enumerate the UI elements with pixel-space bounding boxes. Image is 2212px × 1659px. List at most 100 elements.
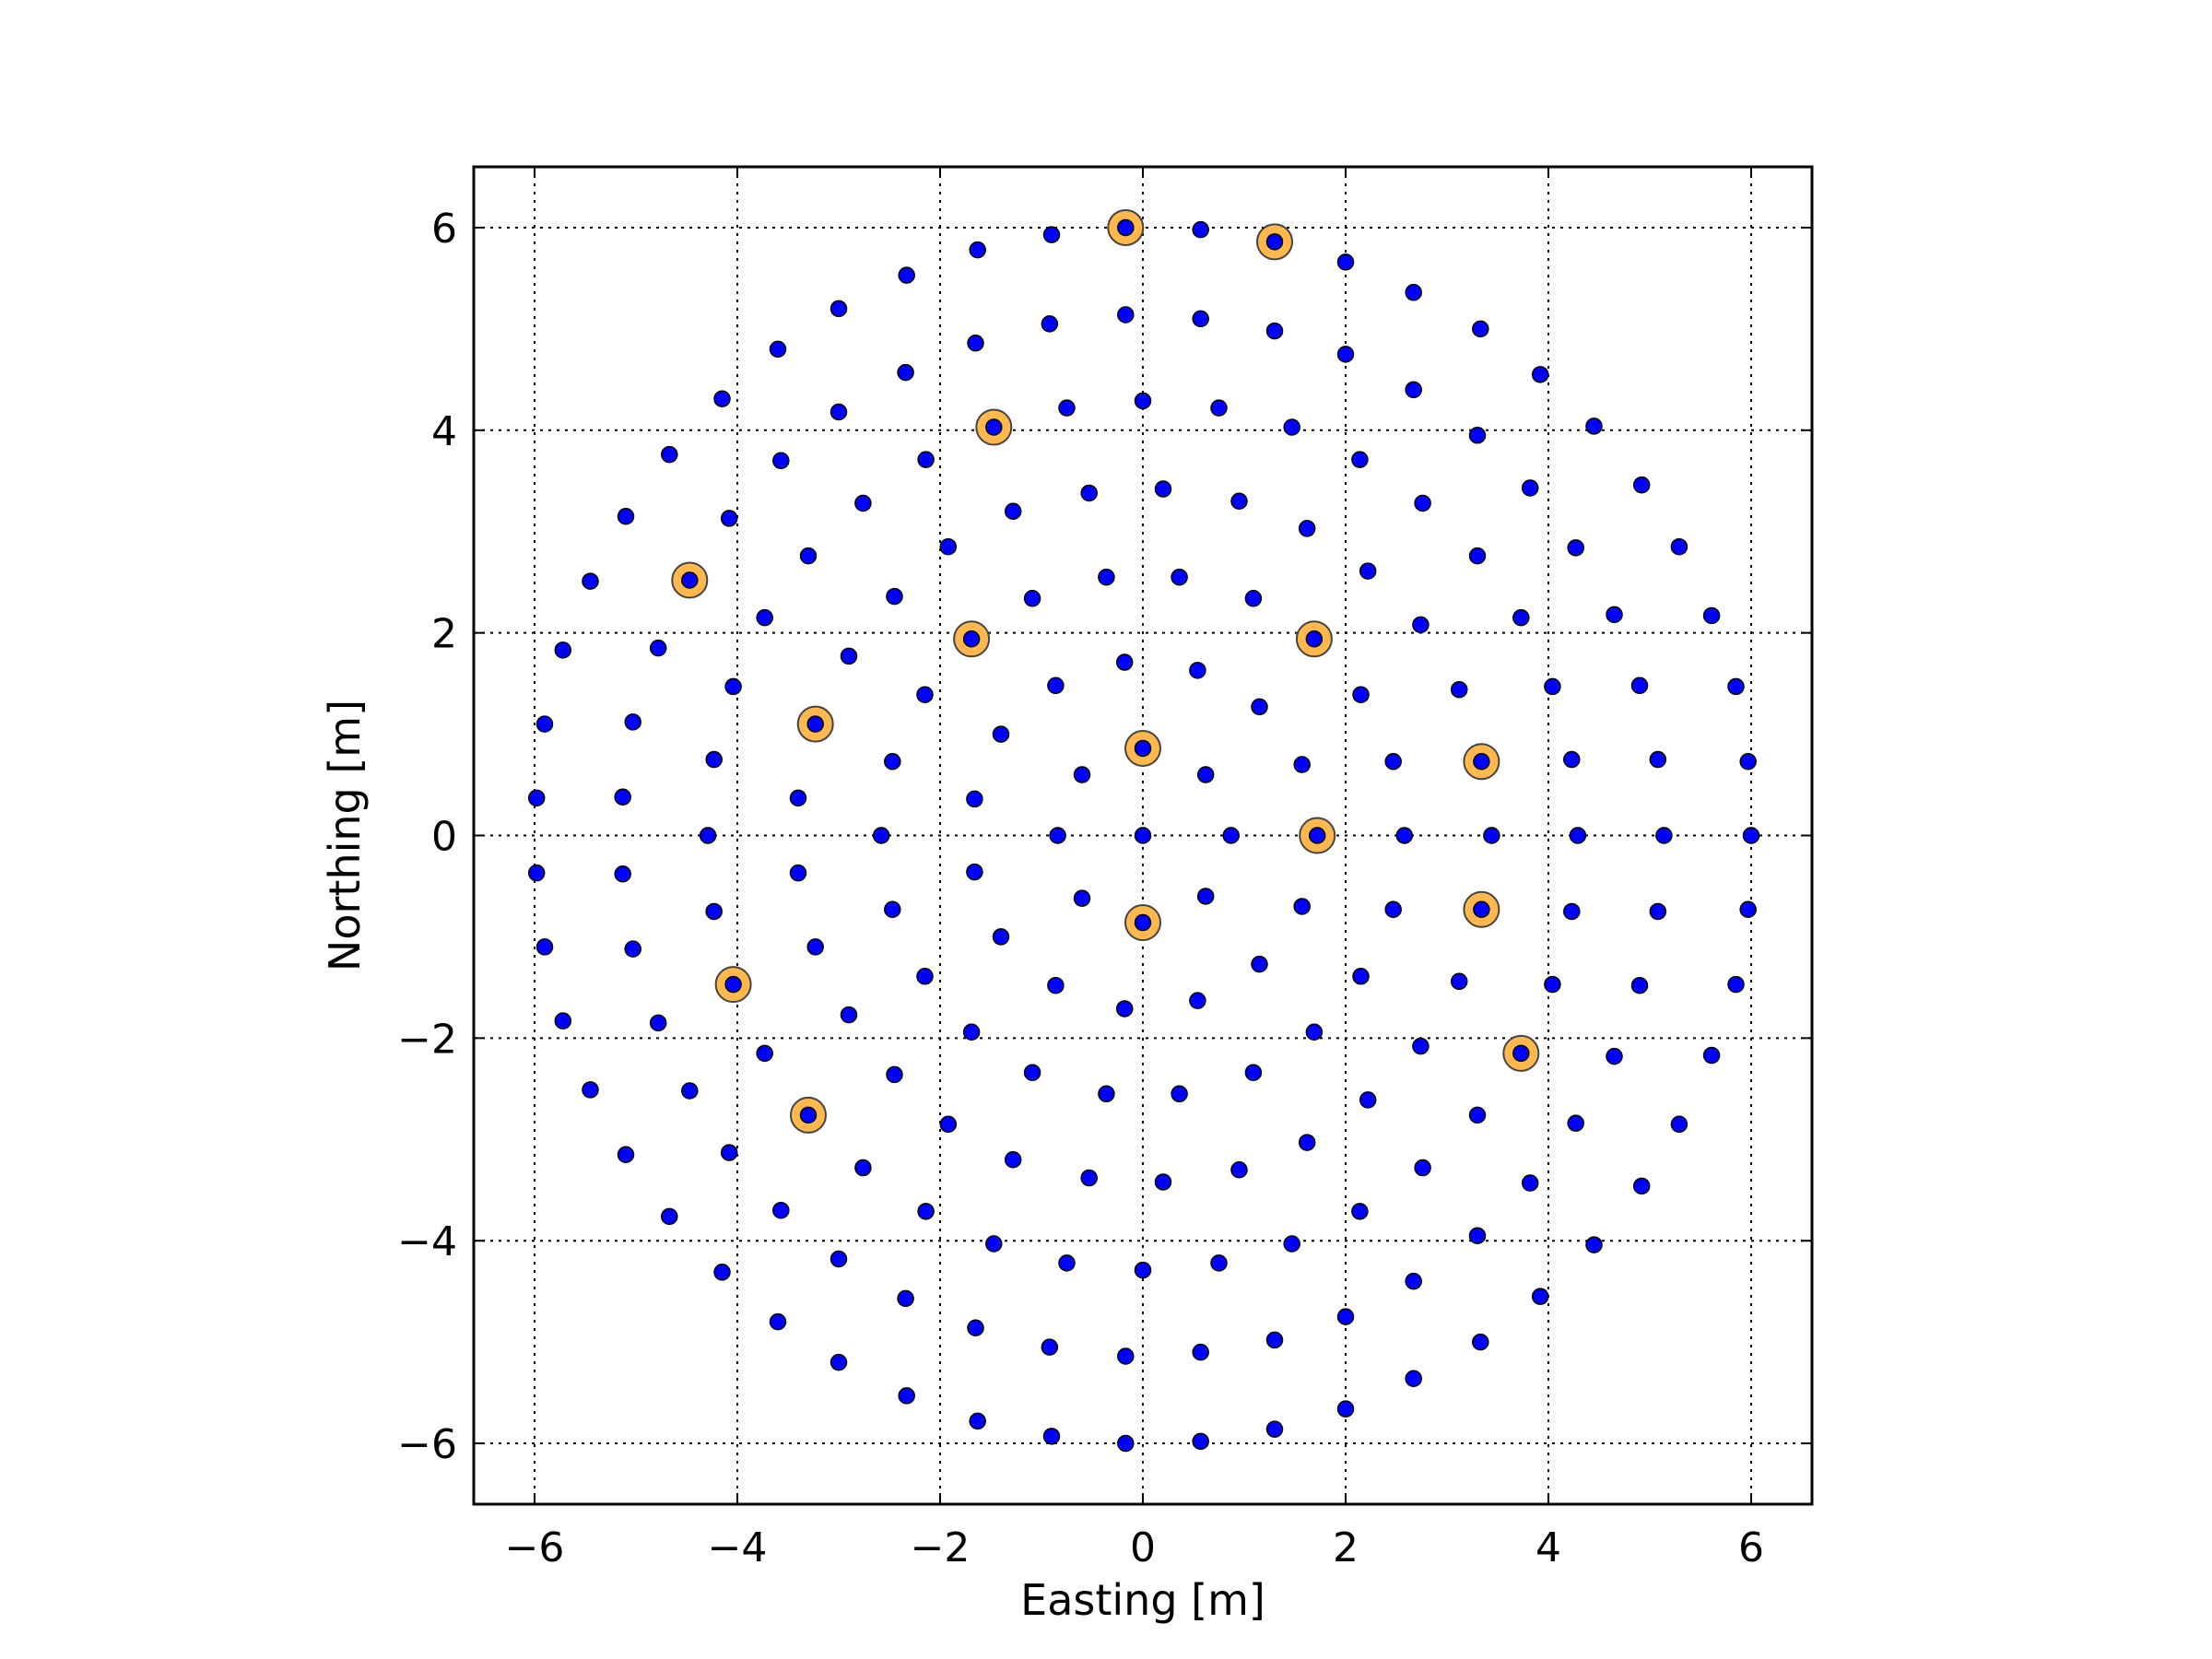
antenna-point xyxy=(1544,677,1561,696)
antenna-point xyxy=(840,647,858,665)
antenna-point xyxy=(1531,366,1549,383)
y-tick-label: 0 xyxy=(431,814,457,861)
antenna-point xyxy=(1117,218,1135,237)
antenna-point xyxy=(1563,750,1581,769)
antenna-point xyxy=(1222,827,1240,844)
antenna-point xyxy=(1468,1106,1487,1124)
antenna-point xyxy=(1298,520,1316,537)
antenna-point xyxy=(681,1082,699,1100)
antenna-point xyxy=(1606,606,1623,624)
antenna-point xyxy=(1384,753,1402,771)
antenna-point xyxy=(898,1387,915,1405)
antenna-point xyxy=(1244,590,1263,607)
antenna-point xyxy=(1196,888,1215,905)
antenna-point xyxy=(830,1353,848,1371)
antenna-point xyxy=(705,750,723,769)
antenna-point xyxy=(649,639,667,657)
x-tick-label: −2 xyxy=(911,1524,971,1571)
antenna-point xyxy=(1058,1254,1076,1272)
antenna-point xyxy=(916,968,934,985)
antenna-point xyxy=(1023,1064,1041,1081)
antenna-point xyxy=(1702,606,1721,625)
antenna-point xyxy=(1293,898,1311,915)
antenna-point xyxy=(830,300,848,318)
antenna-point xyxy=(1154,1173,1172,1191)
antenna-point xyxy=(624,713,641,731)
antenna-point xyxy=(1283,418,1300,436)
antenna-point xyxy=(1047,976,1065,994)
antenna-point xyxy=(1134,913,1152,932)
antenna-point xyxy=(966,790,983,808)
antenna-point xyxy=(1727,677,1745,696)
antenna-point xyxy=(1359,562,1377,580)
antenna-point xyxy=(1351,1203,1369,1220)
antenna-point xyxy=(1117,1434,1135,1453)
antenna-point xyxy=(617,1146,635,1164)
antenna-point xyxy=(554,1012,572,1030)
antenna-point xyxy=(1384,900,1402,918)
antenna-point xyxy=(1483,827,1500,844)
antenna-point xyxy=(939,537,958,556)
antenna-point xyxy=(1739,900,1757,918)
antenna-point xyxy=(1251,698,1268,716)
antenna-point xyxy=(962,629,981,648)
antenna-point xyxy=(1512,1044,1530,1063)
antenna-point xyxy=(624,940,641,958)
antenna-point xyxy=(969,1412,986,1430)
antenna-point xyxy=(1171,568,1188,586)
antenna-point xyxy=(1567,1114,1584,1132)
antenna-point xyxy=(897,363,914,382)
antenna-point xyxy=(1134,1261,1152,1279)
antenna-point xyxy=(1521,479,1539,497)
antenna-point xyxy=(661,1207,678,1226)
antenna-point xyxy=(916,686,934,703)
antenna-point xyxy=(582,572,599,590)
antenna-point xyxy=(854,1159,872,1177)
antenna-point xyxy=(1473,753,1490,771)
antenna-point xyxy=(840,1006,858,1024)
antenna-point xyxy=(1670,537,1688,556)
antenna-point xyxy=(1042,226,1061,243)
antenna-point xyxy=(1244,1064,1263,1081)
ticks xyxy=(474,167,1812,1504)
antenna-point xyxy=(799,1106,818,1124)
antenna-point xyxy=(1585,418,1603,435)
antenna-point xyxy=(535,715,554,733)
antenna-point xyxy=(1414,1159,1431,1177)
antenna-point xyxy=(1405,1370,1422,1387)
y-tick-label: 2 xyxy=(431,611,457,658)
antenna-point xyxy=(1041,1338,1059,1356)
x-tick-label: −4 xyxy=(708,1524,768,1571)
antenna-point xyxy=(806,715,824,733)
antenna-point xyxy=(1192,220,1209,239)
x-tick-label: 0 xyxy=(1130,1524,1156,1571)
antenna-point xyxy=(1298,1134,1316,1151)
antenna-point xyxy=(1336,1308,1355,1325)
antenna-point xyxy=(1115,1000,1134,1018)
antenna-point xyxy=(713,1264,731,1281)
antenna-point xyxy=(789,864,807,882)
antenna-point xyxy=(699,827,717,844)
antenna-point xyxy=(614,788,631,806)
antenna-point xyxy=(1569,827,1587,844)
antenna-point xyxy=(917,451,935,468)
antenna-point xyxy=(1041,315,1059,333)
antenna-point xyxy=(720,510,738,527)
antenna-point xyxy=(769,1312,787,1331)
y-tick-label: −4 xyxy=(397,1218,457,1265)
antenna-point xyxy=(1632,476,1651,494)
antenna-point xyxy=(799,547,818,565)
antenna-point xyxy=(649,1014,667,1032)
antenna-point xyxy=(1405,284,1422,301)
antenna-point xyxy=(1649,750,1667,769)
antenna-point xyxy=(1606,1047,1623,1065)
antenna-point xyxy=(1630,677,1649,695)
x-tick-label: 6 xyxy=(1738,1524,1764,1571)
antenna-point xyxy=(985,418,1003,436)
antenna-point xyxy=(1210,399,1228,417)
antenna-point xyxy=(1512,608,1530,627)
antenna-point xyxy=(1042,1428,1061,1445)
antenna-point xyxy=(720,1144,738,1161)
antenna-point xyxy=(830,1250,848,1268)
antenna-point xyxy=(1521,1174,1539,1192)
